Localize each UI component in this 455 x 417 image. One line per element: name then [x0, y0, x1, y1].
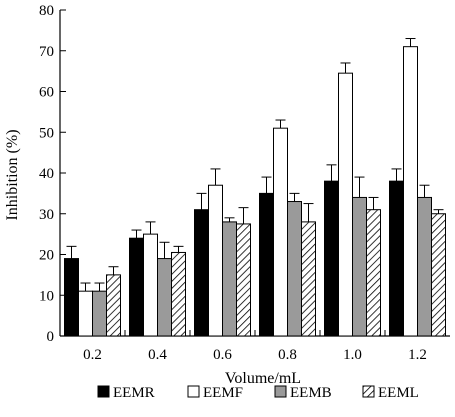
bar	[171, 251, 186, 337]
legend-label: EEMB	[290, 385, 332, 401]
y-tick-label: 0	[47, 329, 55, 345]
bar	[129, 237, 144, 337]
bar	[403, 46, 418, 337]
bar	[236, 223, 251, 337]
x-axis-title: Volume/mL	[225, 370, 301, 387]
bar	[366, 209, 381, 337]
y-tick-label: 20	[39, 248, 54, 264]
plot-area: 0 10 20 30 40 50 60 70 80 0.2 0.4 0.6 0.8 1.0 1.2	[39, 3, 450, 363]
legend-swatch	[362, 385, 375, 398]
bar	[78, 290, 93, 337]
y-tick-label: 30	[39, 207, 54, 223]
legend: EEMR EEMF EEMB EEML	[97, 385, 419, 401]
y-tick-label: 50	[39, 125, 54, 141]
bar	[208, 184, 223, 337]
bar	[431, 213, 446, 337]
y-tick-label: 10	[39, 288, 54, 304]
bar	[417, 196, 432, 337]
x-tick-label: 1.2	[408, 347, 427, 363]
legend-swatch	[274, 385, 287, 398]
bar	[143, 233, 158, 337]
legend-label: EEML	[378, 385, 419, 401]
bar	[64, 258, 79, 337]
x-tick-label: 0.4	[148, 347, 167, 363]
bar	[301, 221, 316, 337]
legend-swatch	[97, 385, 110, 398]
legend-swatch	[187, 385, 200, 398]
x-tick-label: 0.6	[213, 347, 232, 363]
y-tick-label: 60	[39, 85, 54, 101]
bar	[222, 221, 237, 337]
x-tick-label: 0.8	[278, 347, 297, 363]
bar	[338, 72, 353, 337]
bar	[324, 180, 339, 337]
y-tick-label: 80	[39, 3, 54, 19]
y-tick-label: 70	[39, 44, 54, 60]
bar	[259, 192, 274, 337]
y-tick-label: 40	[39, 166, 54, 182]
bar	[92, 290, 107, 337]
x-tick-label: 0.2	[83, 347, 102, 363]
y-axis-title: Inhibition (%)	[4, 129, 21, 220]
bar	[273, 127, 288, 337]
x-tick-label: 1.0	[343, 347, 362, 363]
bar	[106, 274, 121, 337]
bar	[389, 180, 404, 337]
bar	[287, 201, 302, 337]
bar	[352, 196, 367, 337]
bar	[157, 258, 172, 337]
legend-label: EEMF	[203, 385, 243, 401]
legend-label: EEMR	[113, 385, 155, 401]
bar	[194, 209, 209, 337]
